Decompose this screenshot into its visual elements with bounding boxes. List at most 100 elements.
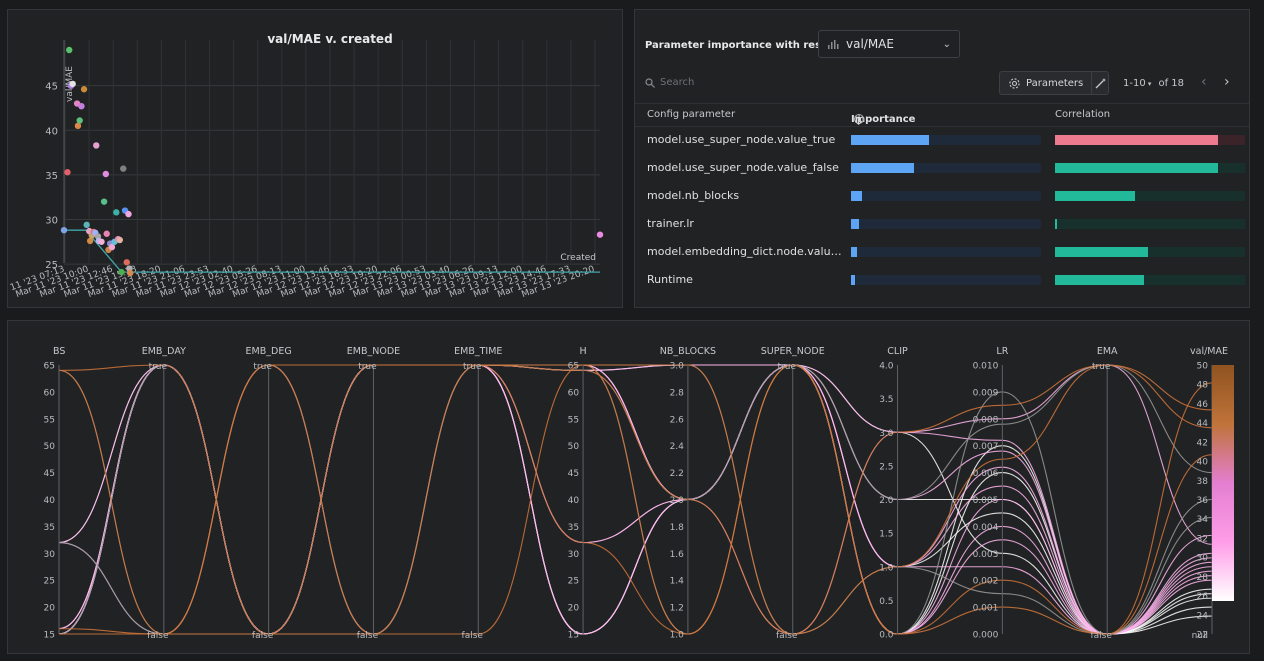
axis-tick-label: false (252, 631, 274, 641)
data-point[interactable] (60, 226, 68, 234)
axis-tick-label: 0.5 (879, 597, 893, 607)
axis-tick-label: 4.0 (879, 362, 894, 372)
data-point[interactable] (78, 102, 85, 110)
axis-tick-label: 35 (44, 523, 55, 533)
data-point[interactable] (93, 142, 100, 149)
importance-bar (851, 247, 857, 257)
axis-tick-label: 30 (44, 550, 56, 560)
axis-tick-label: 1.8 (670, 523, 685, 533)
data-point[interactable] (116, 236, 123, 244)
correlation-bar (1055, 191, 1135, 201)
axis-tick-label: 15 (568, 631, 579, 641)
axis-title[interactable]: EMB_TIME (454, 346, 502, 357)
y-tick-label: 35 (45, 171, 58, 182)
importance-row: model.use_super_node.value_false (635, 154, 1249, 182)
data-point[interactable] (64, 169, 71, 176)
importance-row: trainer.lr (635, 210, 1249, 238)
data-point[interactable] (83, 221, 90, 229)
axis-title[interactable]: EMA (1097, 346, 1118, 357)
axis-tick-label: 0.001 (973, 604, 999, 614)
parameter-importance-panel: Parameter importance with respect to val… (634, 9, 1250, 308)
axis-tick-label: 55 (44, 415, 55, 425)
axis-title[interactable]: SUPER_NODE (761, 346, 825, 357)
correlation-bar-track (1055, 191, 1245, 201)
axis-tick-label: 3.0 (879, 429, 894, 439)
data-point[interactable] (108, 243, 116, 251)
axis-title[interactable]: EMB_DAY (142, 346, 186, 357)
next-page-icon[interactable]: › (1224, 74, 1230, 90)
correlation-bar-track (1055, 275, 1245, 285)
data-point[interactable] (69, 80, 76, 88)
data-point[interactable] (127, 269, 134, 277)
run-line[interactable] (58, 364, 1213, 635)
axis-tick-label: 30 (568, 550, 580, 560)
axis-tick-label: 65 (44, 362, 55, 372)
col-correlation: Correlation (1055, 109, 1111, 120)
metric-select-value: val/MAE (846, 37, 894, 51)
data-point[interactable] (80, 86, 88, 93)
data-point[interactable] (66, 46, 73, 54)
col-config-parameter: Config parameter (647, 109, 736, 120)
page-range[interactable]: 1-10 ▾ (1123, 78, 1152, 89)
axis-tick-label: 0.003 (973, 550, 999, 560)
search-placeholder: Search (660, 77, 695, 88)
axis-tick-label: 0.000 (973, 631, 999, 641)
data-point[interactable] (103, 230, 110, 237)
axis-title[interactable]: NB_BLOCKS (660, 346, 716, 357)
axis-title[interactable]: BS (53, 346, 65, 357)
importance-bar-track (851, 247, 1041, 257)
data-point[interactable] (98, 238, 105, 245)
axis-tick-label: 25 (44, 577, 55, 587)
correlation-bar (1055, 219, 1057, 229)
data-point[interactable] (113, 209, 120, 216)
axis-title[interactable]: EMB_DEG (246, 346, 292, 357)
axis-tick-label: 3.0 (670, 362, 685, 372)
axis-tick-label: 50 (568, 442, 580, 452)
data-point[interactable] (596, 231, 604, 238)
data-point[interactable] (76, 117, 83, 124)
axis-title[interactable]: H (580, 346, 587, 357)
page-total: of 18 (1158, 78, 1184, 89)
importance-bar (851, 191, 863, 201)
parameters-button-label: Parameters (1026, 77, 1084, 89)
data-point[interactable] (123, 259, 130, 266)
axis-tick-label: 38 (1197, 477, 1209, 487)
data-point[interactable] (118, 268, 125, 276)
run-line[interactable] (58, 364, 1213, 635)
importance-row: model.use_super_node.value_true (635, 126, 1249, 154)
axis-title[interactable]: EMB_NODE (347, 346, 400, 357)
magic-wand-button[interactable] (1092, 77, 1108, 90)
axis-tick-label: 2.5 (879, 462, 893, 472)
axis-title[interactable]: LR (996, 346, 1008, 357)
sort-desc-icon[interactable]: 🡣 (855, 116, 863, 127)
axis-title[interactable]: CLIP (887, 346, 908, 357)
axis-tick-label: 2.0 (670, 496, 685, 506)
importance-bar-track (851, 219, 1041, 229)
correlation-bar-track (1055, 135, 1245, 145)
data-point[interactable] (86, 237, 94, 245)
prev-page-icon[interactable]: ‹ (1201, 74, 1207, 90)
importance-row: model.nb_blocks (635, 182, 1249, 210)
bar-chart-icon (828, 40, 839, 49)
importance-bar-track (851, 163, 1041, 173)
search-field[interactable]: Search (645, 77, 694, 88)
axis-tick-label: 2.2 (670, 469, 684, 479)
data-point[interactable] (120, 165, 127, 172)
metric-select[interactable]: val/MAE ⌄ (818, 30, 960, 58)
axis-tick-label: true (777, 362, 796, 372)
data-point[interactable] (125, 210, 132, 218)
axis-tick-label: 32 (1197, 534, 1208, 544)
axis-tick-label: 46 (1197, 400, 1209, 410)
correlation-bar-track (1055, 247, 1245, 257)
parameters-button[interactable]: Parameters (999, 71, 1109, 95)
axis-title[interactable]: val/MAE (1190, 346, 1228, 357)
data-point[interactable] (100, 198, 108, 205)
axis-tick-label: true (149, 362, 168, 372)
data-point[interactable] (74, 122, 82, 130)
importance-bar-track (851, 191, 1041, 201)
data-point[interactable] (102, 170, 110, 178)
importance-bar (851, 275, 855, 285)
